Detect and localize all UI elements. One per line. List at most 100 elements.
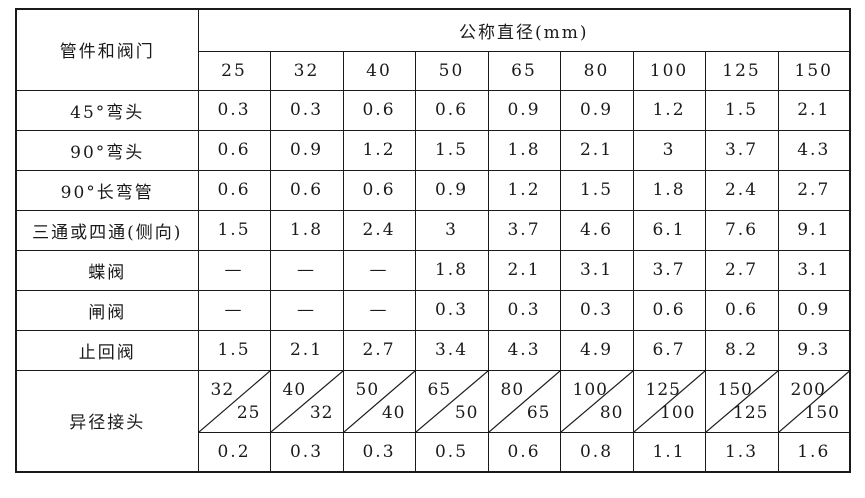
- value-cell: 0.5: [414, 431, 489, 473]
- reducer-size-cell: 150 125: [704, 369, 779, 433]
- diagonal-divider: [344, 371, 415, 432]
- value-cell: 6.7: [632, 329, 706, 371]
- value-cell: 2.7: [704, 249, 779, 291]
- table-row: 闸阀 — — —0.3 0.3 0.3 0.6 0.6 0.9: [15, 289, 851, 331]
- value-cell: 7.6: [704, 209, 779, 251]
- value-cell: 0.9: [777, 289, 851, 331]
- diameter-header-cell: 50: [414, 50, 489, 91]
- value-cell: 4.9: [559, 329, 634, 371]
- diameter-header-cell: 125: [704, 50, 779, 91]
- diameter-header-cell: 25: [197, 50, 271, 91]
- value-cell: 4.3: [777, 129, 851, 171]
- value-cell: 3: [632, 129, 706, 171]
- diagonal-divider: [561, 371, 633, 432]
- fitting-name-cell: 闸阀: [15, 289, 199, 331]
- fitting-name-cell: 45°弯头: [15, 89, 199, 131]
- fitting-name-cell: 90°弯头: [15, 129, 199, 171]
- reducer-size-cell: 80 65: [487, 369, 561, 433]
- table-row: 90°长弯管 0.6 0.6 0.6 0.9 1.2 1.5 1.8 2.4 2.7: [15, 169, 851, 211]
- fitting-name-cell: 止回阀: [15, 329, 199, 371]
- diameter-header-cell: 32: [269, 50, 344, 91]
- value-cell: —: [269, 289, 344, 331]
- value-cell: 0.6: [342, 89, 416, 131]
- value-cell: —: [342, 249, 416, 291]
- value-cell: 1.3: [704, 431, 779, 473]
- value-cell: 2.1: [777, 89, 851, 131]
- value-cell: 3.1: [777, 249, 851, 291]
- value-cell: 3.1: [559, 249, 634, 291]
- reducer-small-size: 100: [660, 402, 696, 423]
- value-cell: 0.3: [414, 289, 489, 331]
- value-cell: 3.7: [487, 209, 561, 251]
- reducer-large-size: 100: [572, 379, 608, 400]
- value-cell: 0.6: [487, 431, 561, 473]
- value-cell: 2.4: [342, 209, 416, 251]
- value-cell: —: [269, 249, 344, 291]
- diagonal-divider: [706, 371, 778, 432]
- diagonal-divider: [634, 371, 705, 432]
- value-cell: 1.5: [414, 129, 489, 171]
- reducer-size-cell: 50 40: [342, 369, 416, 433]
- diagonal-divider: [416, 371, 488, 432]
- value-cell: 0.9: [269, 129, 344, 171]
- value-cell: 0.6: [197, 129, 271, 171]
- diameter-header-row: 25 32 40 50 65 80 100 125 150: [16, 50, 851, 91]
- value-cell: —: [197, 289, 271, 331]
- reducer-small-size: 125: [733, 402, 769, 423]
- fitting-name-cell: 三通或四通(侧向): [15, 209, 199, 251]
- reducer-small-size: 65: [526, 402, 551, 423]
- value-cell: 1.5: [704, 89, 779, 131]
- value-cell: 4.6: [559, 209, 634, 251]
- table-row: 止回阀 1.5 2.1 2.7 3.4 4.3 4.9 6.7 8.2 9.3: [15, 329, 851, 371]
- table-row: 蝶阀 — — —1.8 2.1 3.1 3.7 2.7 3.1: [15, 249, 851, 291]
- reducer-large-size: 40: [282, 379, 307, 400]
- fitting-name-cell: 蝶阀: [15, 249, 199, 291]
- value-cell: 0.3: [559, 289, 634, 331]
- value-cell: 0.6: [414, 89, 489, 131]
- row-header-cell: 管件和阀门: [15, 8, 199, 91]
- table-row: 三通或四通(侧向) 1.5 1.8 2.4 3 3.7 4.6 6.1 7.6 9.1: [15, 209, 851, 251]
- diagonal-divider: [199, 371, 270, 432]
- reducer-value-row: 0.2 0.3 0.3 0.5 0.6 0.8 1.1 1.3 1.6: [16, 431, 851, 473]
- diameter-header-cell: 100: [632, 50, 706, 91]
- reducer-small-size: 150: [804, 402, 840, 423]
- value-cell: 0.6: [197, 169, 271, 211]
- reducer-large-size: 32: [210, 379, 235, 400]
- value-cell: 0.6: [342, 169, 416, 211]
- column-group-header: 公称直径(mm): [197, 8, 851, 52]
- value-cell: 1.8: [414, 249, 489, 291]
- value-cell: 1.5: [559, 169, 634, 211]
- diameter-header-cell: 80: [559, 50, 634, 91]
- value-cell: 2.1: [269, 329, 344, 371]
- value-cell: 0.2: [197, 431, 271, 473]
- value-cell: 1.2: [342, 129, 416, 171]
- value-cell: 0.3: [269, 431, 344, 473]
- reducer-large-size: 65: [427, 379, 452, 400]
- value-cell: 1.8: [632, 169, 706, 211]
- header-row: 管件和阀门 公称直径(mm): [15, 8, 851, 91]
- value-cell: 2.4: [704, 169, 779, 211]
- value-cell: 2.7: [777, 169, 851, 211]
- value-cell: 1.2: [632, 89, 706, 131]
- value-cell: 2.1: [487, 249, 561, 291]
- value-cell: 9.3: [777, 329, 851, 371]
- value-cell: 1.5: [197, 329, 271, 371]
- value-cell: 8.2: [704, 329, 779, 371]
- reducer-small-size: 50: [454, 402, 479, 423]
- value-cell: 0.9: [559, 89, 634, 131]
- value-cell: 1.5: [197, 209, 271, 251]
- value-cell: 1.8: [269, 209, 344, 251]
- value-cell: 9.1: [777, 209, 851, 251]
- equivalent-length-table: 管件和阀门 公称直径(mm) 25 32 40 50 65 80 100 125…: [15, 8, 851, 473]
- value-cell: 0.3: [342, 431, 416, 473]
- reducer-large-size: 200: [790, 379, 826, 400]
- value-cell: 0.3: [487, 289, 561, 331]
- value-cell: 0.6: [632, 289, 706, 331]
- value-cell: 1.6: [777, 431, 851, 473]
- reducer-large-size: 125: [645, 379, 681, 400]
- fitting-name-cell: 90°长弯管: [15, 169, 199, 211]
- value-cell: 0.9: [414, 169, 489, 211]
- reducer-size-cell: 32 25: [197, 369, 271, 433]
- value-cell: 0.3: [269, 89, 344, 131]
